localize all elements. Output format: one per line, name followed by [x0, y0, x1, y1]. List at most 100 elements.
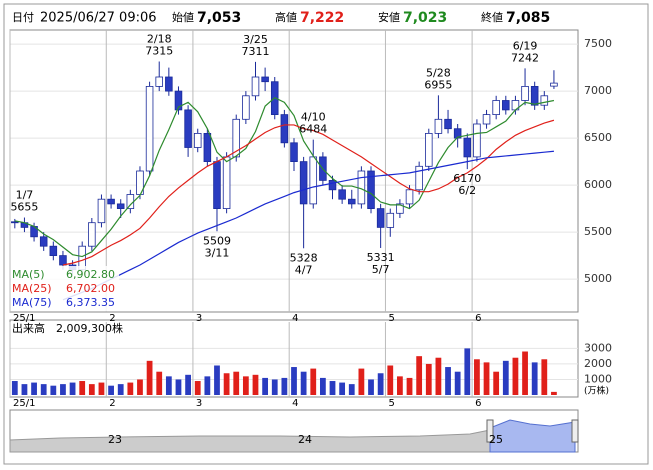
volume-bar	[40, 384, 47, 395]
candle-body	[405, 189, 414, 205]
annotation-value: 5509	[203, 234, 231, 247]
volume-bar	[339, 382, 346, 395]
annotation-date: 5/7	[372, 263, 390, 276]
annotation-date: 2/18	[147, 32, 172, 45]
ma-legend-box	[11, 266, 119, 311]
volume-bar	[348, 384, 355, 395]
annotation-date: 3/11	[205, 246, 230, 259]
candle-body	[11, 221, 19, 224]
volume-bar	[175, 379, 182, 395]
candle-body	[425, 132, 433, 167]
volume-bar	[252, 374, 259, 395]
volume-bar	[137, 379, 143, 395]
volume-bar	[156, 371, 163, 395]
candle-body	[222, 156, 231, 209]
volume-bar	[262, 377, 269, 395]
volume-bar	[79, 381, 86, 395]
x-tick-label: 5	[388, 313, 394, 324]
x-tick-label: 2	[109, 398, 115, 409]
volume-bar	[483, 362, 490, 395]
volume-bar	[368, 379, 374, 395]
volume-bar	[406, 377, 413, 395]
candle-body	[107, 198, 115, 205]
volume-bar	[445, 367, 451, 395]
volume-bar	[146, 360, 153, 395]
candle-body	[415, 165, 423, 191]
candle-body	[463, 137, 472, 158]
volume-bar	[117, 384, 124, 395]
ma-line	[14, 96, 555, 258]
candle-body	[39, 236, 48, 247]
volume-bar	[464, 348, 471, 395]
volume-bar	[21, 384, 28, 395]
header-value: 7,023	[403, 10, 447, 26]
volume-bar	[194, 381, 201, 395]
candle-body	[521, 86, 529, 101]
candle-body	[386, 212, 395, 228]
unit-label: (万株)	[584, 385, 609, 397]
candle-body	[165, 76, 173, 92]
navigator-label: 23	[108, 433, 122, 446]
header-datetime: 2025/06/27 09:06	[40, 11, 157, 26]
candle-body	[290, 142, 298, 163]
x-tick-label: 4	[292, 313, 298, 324]
candle-body	[530, 86, 539, 106]
volume-bar	[300, 371, 307, 395]
volume-bar	[397, 376, 403, 395]
volume-bar	[493, 371, 500, 395]
header-label: 日付	[12, 11, 34, 24]
volume-bar	[474, 359, 480, 395]
volume-bar	[377, 373, 384, 395]
annotation-date: 1/7	[16, 189, 34, 202]
volume-bar	[319, 377, 326, 395]
volume-bar	[165, 376, 172, 395]
volume-bar	[454, 371, 461, 395]
candle-body	[540, 95, 549, 106]
candle-body	[242, 95, 250, 120]
header-label: 高値	[275, 10, 297, 24]
navigator-handle[interactable]	[571, 419, 579, 443]
candle-body	[453, 128, 462, 139]
header-label: 安値	[378, 10, 400, 24]
volume-bar	[185, 374, 191, 395]
header-label: 終値	[481, 10, 503, 24]
navigator-handle[interactable]	[486, 419, 494, 443]
y-tick-label: 5000	[584, 272, 612, 285]
candle-body	[174, 90, 183, 111]
x-tick-label: 6	[475, 313, 481, 324]
volume-bar	[60, 384, 66, 395]
candle-body	[376, 208, 385, 228]
annotation-date: 4/7	[295, 263, 313, 276]
candle-body	[193, 132, 202, 148]
volume-bar	[108, 385, 114, 395]
candle-body	[444, 118, 452, 130]
volume-bar	[291, 367, 297, 395]
x-tick-label: 6	[475, 398, 481, 409]
y-tick-label: 3000	[584, 341, 612, 354]
x-tick-label: 5	[388, 398, 394, 409]
candle-body	[482, 114, 491, 125]
volume-bar	[88, 384, 95, 395]
candle-body	[492, 100, 500, 116]
legend-value: 6,902.80	[66, 268, 115, 281]
header-value: 7,085	[506, 10, 550, 26]
volume-bar	[204, 376, 211, 395]
candle-body	[367, 170, 375, 209]
candle-body	[203, 132, 212, 162]
volume-bar	[541, 359, 548, 395]
annotation-date: 3/25	[243, 33, 268, 46]
annotation-value: 5328	[290, 251, 318, 264]
volume-bar	[358, 368, 365, 395]
x-tick-label: 2	[109, 313, 115, 324]
legend-name: MA(25)	[12, 282, 52, 295]
volume-bar	[387, 365, 394, 395]
y-tick-label: 6500	[584, 131, 612, 144]
header-label: 始値	[172, 10, 194, 24]
candle-body	[309, 156, 318, 205]
x-tick-label: 25/1	[13, 313, 35, 324]
candle-body	[251, 76, 260, 97]
volume-bar	[522, 351, 528, 395]
annotation-value: 5655	[10, 201, 38, 214]
y-tick-label: 7000	[584, 84, 612, 97]
annotation-date: 5/28	[426, 66, 451, 79]
